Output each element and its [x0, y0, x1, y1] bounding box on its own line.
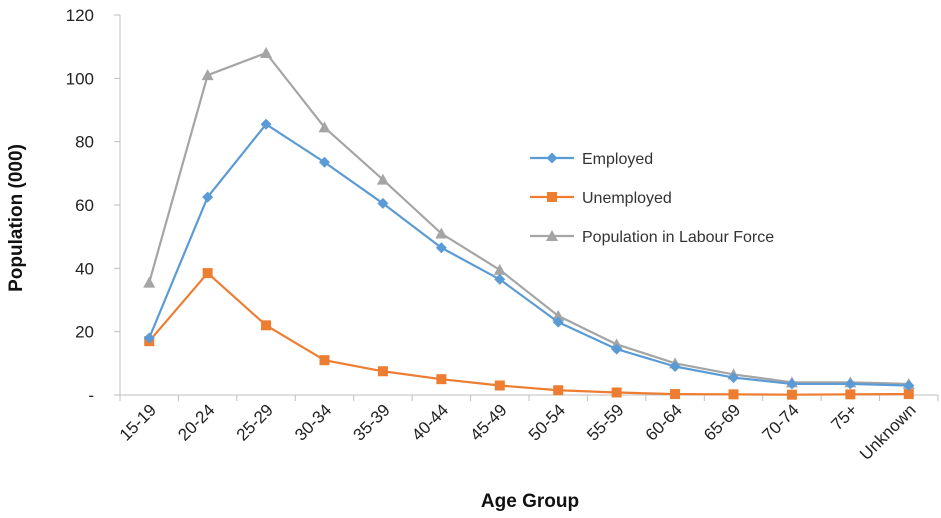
data-point-triangle [435, 227, 448, 239]
data-point-square [728, 389, 739, 400]
data-point-diamond [903, 380, 915, 391]
legend-label: Employed [582, 151, 653, 168]
x-tick-label: 30-34 [291, 400, 335, 444]
y-tick-label: 20 [75, 323, 94, 342]
data-point-square [319, 355, 330, 366]
x-tick-label: 70-74 [759, 400, 803, 444]
data-point-diamond [552, 316, 564, 328]
x-tick-label: 55-59 [583, 400, 627, 444]
data-point-square [202, 268, 213, 279]
data-point-diamond [669, 361, 681, 372]
series-line [148, 51, 909, 386]
data-point-triangle [260, 47, 273, 58]
series-line [148, 123, 909, 387]
data-point-triangle [143, 276, 156, 288]
data-point-diamond [319, 156, 330, 168]
series-square [144, 268, 914, 400]
x-tick-label: 25-29 [233, 400, 277, 444]
data-point-triangle [493, 263, 506, 275]
data-point-diamond [786, 378, 798, 390]
data-point-square [261, 320, 272, 331]
data-point-square [903, 389, 914, 400]
data-point-diamond [260, 118, 272, 130]
data-point-square [670, 389, 681, 400]
x-tick-label: 40-44 [408, 400, 452, 444]
legend-label: Population in Labour Force [582, 229, 774, 246]
legend-item: Unemployed [530, 190, 672, 207]
data-point-diamond [611, 343, 623, 355]
series-triangle [143, 47, 915, 389]
data-point-diamond [202, 191, 214, 203]
series-line [148, 271, 909, 396]
data-point-square [494, 380, 505, 391]
y-tick-label: - [88, 386, 94, 405]
data-point-square [845, 389, 856, 400]
data-point-square [553, 385, 564, 396]
legend-item: Employed [530, 151, 653, 168]
data-point-triangle [376, 173, 389, 185]
series-diamond [143, 118, 915, 391]
x-tick-label: 75+ [827, 400, 861, 434]
data-point-triangle [546, 230, 558, 241]
data-point-diamond [494, 273, 506, 285]
data-point-diamond [546, 152, 558, 164]
y-tick-label: 80 [75, 133, 94, 152]
data-point-square [436, 374, 447, 385]
legend-item: Population in Labour Force [530, 229, 774, 246]
data-point-square [786, 389, 797, 400]
data-point-diamond [728, 372, 739, 384]
data-point-diamond [143, 332, 155, 344]
data-point-square [547, 192, 557, 202]
x-tick-label: 65-69 [700, 400, 744, 444]
data-point-diamond [377, 197, 389, 209]
x-tick-label: 15-19 [116, 400, 160, 444]
x-tick-label: 45-49 [466, 400, 510, 444]
x-tick-label: 20-24 [174, 400, 218, 444]
x-tick-label: 35-39 [350, 400, 394, 444]
x-tick-label: Unknown [856, 400, 920, 464]
y-tick-label: 40 [75, 259, 94, 278]
data-point-triangle [318, 121, 331, 133]
y-axis-title: Population (000) [6, 144, 27, 292]
data-point-triangle [552, 309, 565, 321]
series-layer [143, 47, 915, 400]
data-point-triangle [201, 69, 214, 81]
x-tick-label: 60-64 [642, 400, 686, 444]
data-point-square [377, 366, 388, 377]
y-tick-label: 100 [66, 69, 94, 88]
x-axis-title: Age Group [481, 491, 579, 512]
x-tick-label: 50-54 [525, 400, 569, 444]
legend-label: Unemployed [582, 190, 672, 207]
chart-legend: Employed Unemployed Population in Labour F… [530, 151, 774, 246]
data-point-square [611, 387, 622, 398]
data-point-diamond [435, 242, 447, 254]
y-tick-label: 60 [75, 196, 94, 215]
data-point-diamond [844, 378, 856, 390]
y-tick-label: 120 [66, 6, 94, 25]
